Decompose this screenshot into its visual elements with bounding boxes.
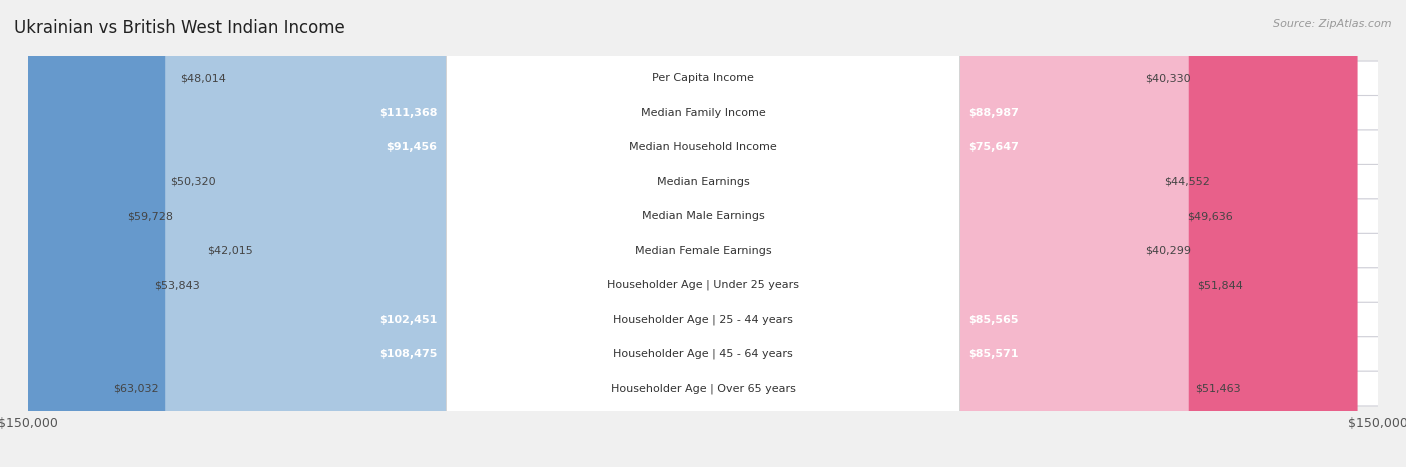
Text: Median Family Income: Median Family Income [641,108,765,118]
Text: $88,987: $88,987 [969,108,1019,118]
Text: Median Female Earnings: Median Female Earnings [634,246,772,256]
FancyBboxPatch shape [447,0,959,467]
FancyBboxPatch shape [20,95,1386,130]
FancyBboxPatch shape [943,0,1358,467]
FancyBboxPatch shape [20,61,1386,96]
Text: Median Household Income: Median Household Income [628,142,778,152]
FancyBboxPatch shape [20,199,1386,234]
FancyBboxPatch shape [0,0,463,467]
FancyBboxPatch shape [20,371,1386,406]
FancyBboxPatch shape [943,0,1139,467]
Text: $44,552: $44,552 [1164,177,1211,187]
Text: Householder Age | 25 - 44 years: Householder Age | 25 - 44 years [613,314,793,325]
Text: $85,571: $85,571 [969,349,1019,359]
Text: Householder Age | Over 65 years: Householder Age | Over 65 years [610,383,796,394]
FancyBboxPatch shape [943,0,1139,467]
Text: $85,565: $85,565 [969,315,1019,325]
FancyBboxPatch shape [260,0,463,467]
Text: $108,475: $108,475 [380,349,437,359]
Text: $51,844: $51,844 [1198,280,1243,290]
FancyBboxPatch shape [447,0,959,467]
FancyBboxPatch shape [20,234,1386,268]
Text: $48,014: $48,014 [180,73,226,84]
Text: Per Capita Income: Per Capita Income [652,73,754,84]
Text: $59,728: $59,728 [128,211,173,221]
FancyBboxPatch shape [180,0,463,467]
FancyBboxPatch shape [207,0,463,467]
FancyBboxPatch shape [0,0,463,467]
FancyBboxPatch shape [20,337,1386,372]
FancyBboxPatch shape [943,0,1188,467]
Text: Householder Age | 45 - 64 years: Householder Age | 45 - 64 years [613,349,793,359]
Text: $50,320: $50,320 [170,177,215,187]
FancyBboxPatch shape [38,0,463,467]
Text: Source: ZipAtlas.com: Source: ZipAtlas.com [1274,19,1392,28]
Text: $102,451: $102,451 [380,315,437,325]
Text: Median Male Earnings: Median Male Earnings [641,211,765,221]
FancyBboxPatch shape [943,0,1181,467]
FancyBboxPatch shape [447,0,959,467]
FancyBboxPatch shape [447,0,959,467]
FancyBboxPatch shape [447,0,959,467]
FancyBboxPatch shape [0,0,463,467]
FancyBboxPatch shape [233,0,463,467]
Text: Householder Age | Under 25 years: Householder Age | Under 25 years [607,280,799,290]
Text: $49,636: $49,636 [1187,211,1233,221]
Text: $75,647: $75,647 [969,142,1019,152]
FancyBboxPatch shape [447,0,959,467]
FancyBboxPatch shape [222,0,463,467]
Text: $40,299: $40,299 [1146,246,1191,256]
Text: Median Earnings: Median Earnings [657,177,749,187]
FancyBboxPatch shape [20,268,1386,303]
Text: $53,843: $53,843 [155,280,200,290]
FancyBboxPatch shape [447,0,959,467]
Text: $111,368: $111,368 [380,108,437,118]
FancyBboxPatch shape [20,164,1386,199]
FancyBboxPatch shape [943,0,1298,467]
FancyBboxPatch shape [447,0,959,467]
Text: $91,456: $91,456 [387,142,437,152]
FancyBboxPatch shape [943,0,1157,467]
FancyBboxPatch shape [20,302,1386,337]
FancyBboxPatch shape [447,0,959,467]
Text: $51,463: $51,463 [1195,383,1241,394]
FancyBboxPatch shape [447,0,959,467]
FancyBboxPatch shape [165,0,463,467]
FancyBboxPatch shape [20,130,1386,165]
Text: $42,015: $42,015 [207,246,253,256]
Text: Ukrainian vs British West Indian Income: Ukrainian vs British West Indian Income [14,19,344,37]
FancyBboxPatch shape [943,0,1343,467]
Text: $40,330: $40,330 [1146,73,1191,84]
Text: $63,032: $63,032 [112,383,159,394]
FancyBboxPatch shape [943,0,1191,467]
FancyBboxPatch shape [943,0,1343,467]
